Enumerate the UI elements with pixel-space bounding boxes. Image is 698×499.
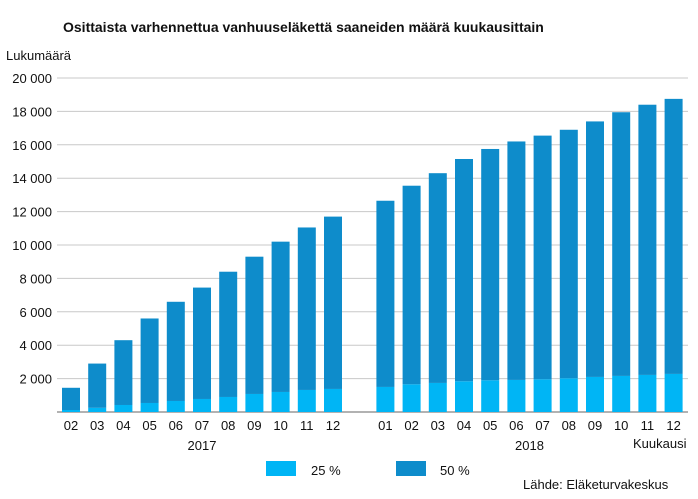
bar-25-2018-12 xyxy=(664,373,683,412)
bar-25-2017-03 xyxy=(88,407,107,412)
y-tick-label: 6 000 xyxy=(19,305,52,320)
bar-25-2017-05 xyxy=(140,402,159,412)
legend-label-25: 25 % xyxy=(311,463,341,478)
bar-25-2018-07 xyxy=(533,379,552,412)
x-tick-label: 08 xyxy=(221,418,235,433)
x-tick-label: 02 xyxy=(404,418,418,433)
bar-25-2018-08 xyxy=(559,378,578,412)
x-tick-label: 09 xyxy=(588,418,602,433)
legend: 25 % 50 % xyxy=(266,461,470,478)
bar-50-2018-05 xyxy=(481,148,500,381)
x-tick-label: 09 xyxy=(247,418,261,433)
bar-25-2017-07 xyxy=(193,398,211,412)
y-tick-label: 16 000 xyxy=(12,138,52,153)
y-tick-label: 20 000 xyxy=(12,71,52,86)
y-tick-label: 2 000 xyxy=(19,372,52,387)
y-tick-label: 18 000 xyxy=(12,104,52,119)
year-label: 2017 xyxy=(188,438,217,453)
x-tick-label: 02 xyxy=(64,418,78,433)
bar-50-2017-06 xyxy=(166,301,185,401)
bar-50-2018-12 xyxy=(664,98,683,374)
bar-25-2017-04 xyxy=(114,404,133,412)
bar-50-2017-09 xyxy=(245,256,264,394)
x-tick-label: 12 xyxy=(666,418,680,433)
bar-50-2018-06 xyxy=(507,141,526,380)
bar-25-2017-12 xyxy=(324,388,342,412)
x-tick-label: 11 xyxy=(300,418,314,433)
bar-50-2017-05 xyxy=(140,318,159,403)
bar-50-2018-01 xyxy=(376,200,395,387)
x-tick-label: 05 xyxy=(142,418,156,433)
bar-50-2017-02 xyxy=(62,387,80,410)
y-axis-label: Lukumäärä xyxy=(6,48,72,63)
y-tick-label: 8 000 xyxy=(19,271,52,286)
bar-50-2017-10 xyxy=(271,241,290,392)
bar-50-2018-10 xyxy=(612,112,631,376)
bar-50-2017-03 xyxy=(88,363,107,408)
bar-50-2017-11 xyxy=(297,227,316,390)
bar-25-2018-06 xyxy=(507,379,526,412)
legend-label-50: 50 % xyxy=(440,463,470,478)
legend-swatch-50 xyxy=(396,461,426,476)
bar-25-2017-09 xyxy=(245,393,264,412)
bar-25-2018-04 xyxy=(455,381,473,412)
bar-50-2018-02 xyxy=(402,185,421,385)
x-tick-label: 07 xyxy=(535,418,549,433)
x-tick-label: 04 xyxy=(116,418,130,433)
y-tick-label: 10 000 xyxy=(12,238,52,253)
bar-25-2017-02 xyxy=(62,409,80,412)
y-tick-label: 14 000 xyxy=(12,171,52,186)
bar-25-2018-05 xyxy=(481,380,500,412)
bar-25-2017-11 xyxy=(297,389,316,412)
bar-50-2018-07 xyxy=(533,135,552,380)
bar-50-2018-03 xyxy=(428,173,447,383)
x-tick-label: 03 xyxy=(431,418,445,433)
year-label: 2018 xyxy=(515,438,544,453)
x-tick-label: 10 xyxy=(273,418,287,433)
x-tick-label: 06 xyxy=(169,418,183,433)
y-tick-label: 4 000 xyxy=(19,338,52,353)
x-tick-label: 04 xyxy=(457,418,471,433)
x-tick-label: 10 xyxy=(614,418,628,433)
bar-25-2017-08 xyxy=(219,396,238,412)
bar-50-2017-08 xyxy=(219,271,238,397)
bar-50-2017-04 xyxy=(114,340,133,405)
x-tick-label: 12 xyxy=(326,418,340,433)
bar-50-2018-11 xyxy=(638,104,657,375)
x-tick-label: 11 xyxy=(641,418,655,433)
x-tick-label: 06 xyxy=(509,418,523,433)
bar-50-2018-09 xyxy=(586,121,604,377)
bar-25-2018-11 xyxy=(638,374,657,412)
bar-25-2017-06 xyxy=(166,400,185,412)
x-tick-label: 07 xyxy=(195,418,209,433)
bar-25-2018-10 xyxy=(612,375,631,412)
x-tick-label: 05 xyxy=(483,418,497,433)
bar-25-2017-10 xyxy=(271,391,290,412)
x-tick-label: 03 xyxy=(90,418,104,433)
chart-title: Osittaista varhennettua vanhuuseläkettä … xyxy=(63,19,544,35)
bar-25-2018-09 xyxy=(586,376,604,412)
bar-25-2018-03 xyxy=(428,382,447,412)
y-tick-label: 12 000 xyxy=(12,205,52,220)
source-note: Lähde: Eläketurvakeskus xyxy=(523,477,669,492)
bar-50-2018-08 xyxy=(559,129,578,379)
bar-50-2017-07 xyxy=(193,287,211,399)
bar-50-2018-04 xyxy=(455,158,473,382)
legend-swatch-25 xyxy=(266,461,296,476)
x-tick-label: 08 xyxy=(562,418,576,433)
x-axis-label: Kuukausi xyxy=(633,436,687,451)
bar-25-2018-01 xyxy=(376,386,395,412)
x-tick-label: 01 xyxy=(378,418,392,433)
bar-50-2017-12 xyxy=(324,216,342,389)
bar-25-2018-02 xyxy=(402,384,421,412)
